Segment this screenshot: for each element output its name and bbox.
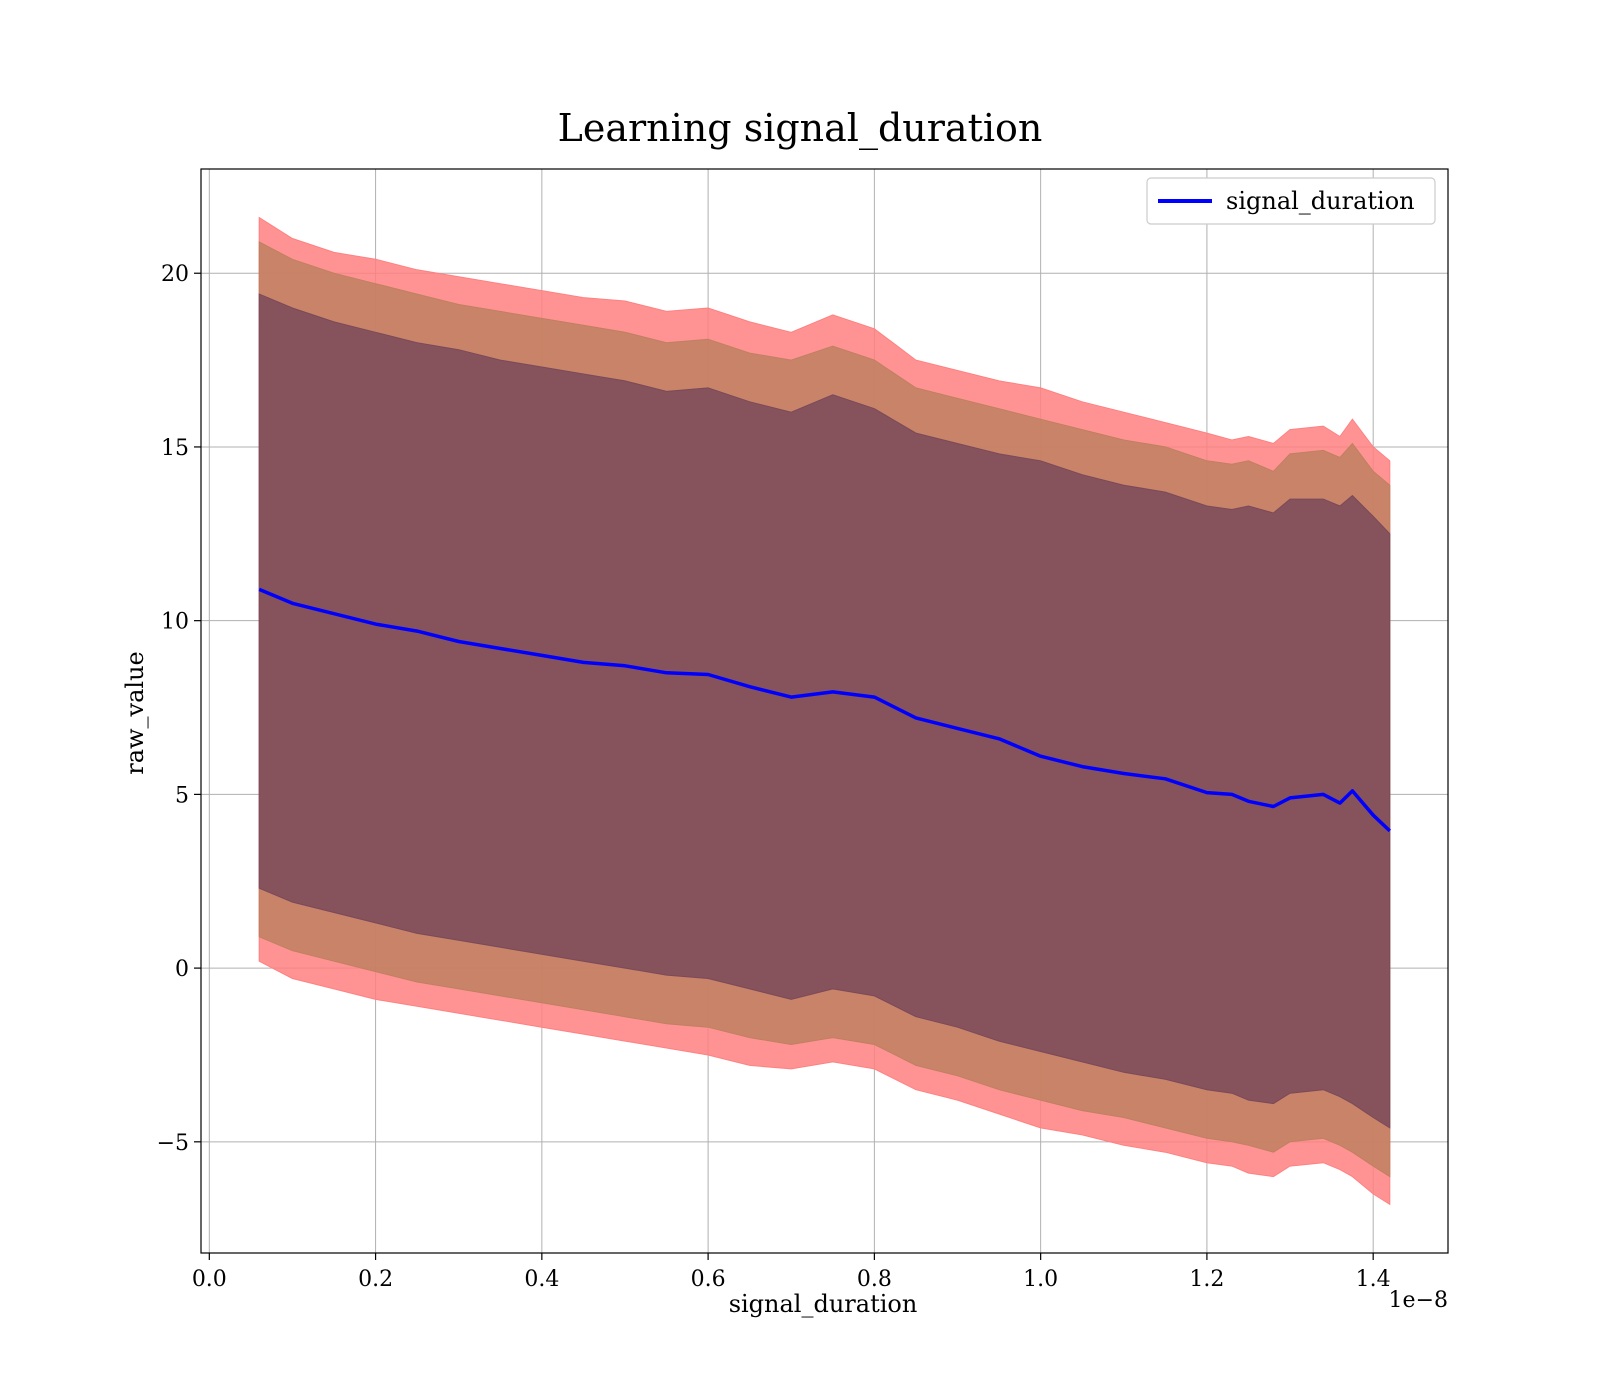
x-tick-label: 0.6: [691, 1267, 726, 1292]
band-inner: [258, 293, 1391, 1129]
x-tick-label: 0.2: [358, 1267, 393, 1292]
axis-ticks: 0.0 0.2 0.4 0.6 0.8 1.0 1.2 1.4 −5 0 5 10 15 20: [157, 262, 1391, 1292]
plot-frame: [200, 168, 1449, 1254]
y-tick-label: 15: [161, 436, 189, 461]
y-tick-label: −5: [157, 1131, 189, 1156]
y-tick-label: 20: [161, 262, 189, 287]
x-axis-label: signal_duration: [729, 1290, 918, 1318]
y-tick-label: 10: [161, 610, 189, 635]
x-tick-label: 1.2: [1189, 1267, 1224, 1292]
data-lines: [258, 587, 1392, 833]
y-axis-label: raw_value: [121, 651, 149, 775]
legend: signal_duration: [1146, 177, 1436, 225]
x-tick-label: 1.0: [1023, 1267, 1058, 1292]
confidence-bands: [258, 216, 1391, 1206]
y-tick-label: 5: [175, 783, 189, 808]
series-line: [258, 587, 1392, 833]
legend-label: signal_duration: [1226, 187, 1415, 215]
x-tick-label: 0.8: [857, 1267, 892, 1292]
x-tick-label: 0.4: [524, 1267, 559, 1292]
y-tick-label: 0: [175, 957, 189, 982]
x-offset-label: 1e−8: [1389, 1288, 1448, 1313]
x-tick-label: 0.0: [192, 1267, 227, 1292]
legend-frame: [1146, 177, 1436, 225]
chart-title: Learning signal_duration: [558, 106, 1043, 151]
x-tick-label: 1.4: [1356, 1267, 1391, 1292]
